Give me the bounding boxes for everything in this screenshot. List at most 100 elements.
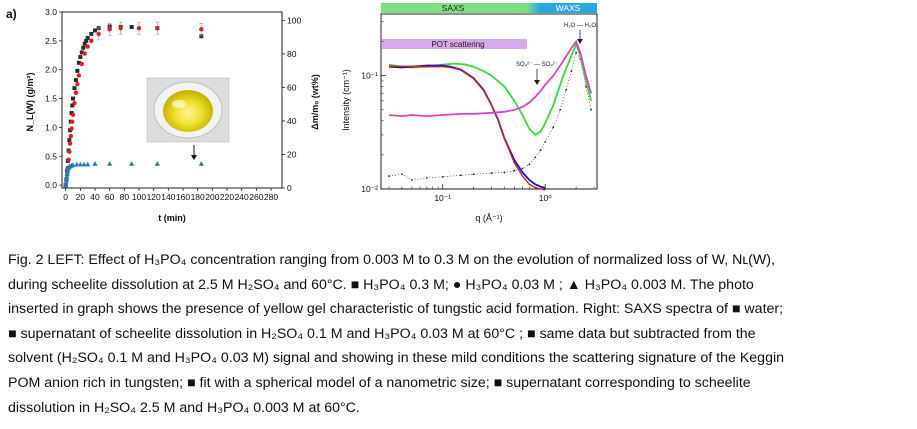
left-y-right-tick-label: 80 <box>287 49 297 59</box>
left-x-tick-label: 20 <box>76 192 86 202</box>
left-y-tick-label: 1.0 <box>45 122 57 132</box>
so4-arrow-head <box>534 80 540 85</box>
point-square <box>84 38 89 43</box>
point-square <box>79 50 84 55</box>
point-triangle <box>64 173 70 179</box>
caption-line-3: inserted in graph shows the presence of … <box>8 301 784 318</box>
point-circle <box>69 126 74 131</box>
point-circle <box>70 119 75 124</box>
series-line-5 <box>389 39 592 118</box>
left-y-tick-label: 2.0 <box>45 65 57 75</box>
left-y-right-tick-label: 20 <box>287 149 297 159</box>
pot-scattering-label: POT scattering <box>431 40 484 49</box>
left-plot: 0 20 40 60 80 100 120 140 160 180 200 220 240 260 280 … <box>25 7 320 223</box>
left-x-tick-label: 0 <box>63 192 68 202</box>
point-square <box>81 45 86 50</box>
water-point <box>441 175 444 178</box>
caption-line-5: solvent (H₂SO₄ 0.1 M and H₃PO₄ 0.03 M) s… <box>8 350 785 367</box>
point-square <box>82 41 87 46</box>
point-square <box>93 28 97 33</box>
saxs-band-label: SAXS <box>442 3 465 13</box>
left-x-tick-label: 240 <box>235 192 249 202</box>
point-square <box>73 78 78 83</box>
right-plot: SAXS WAXS POT scattering SO₄²⁻ — SO₄²⁻ H… <box>341 3 598 223</box>
left-x-tick-label: 260 <box>249 192 263 202</box>
point-square <box>75 68 80 73</box>
left-y-right-tick-label: 100 <box>287 15 301 25</box>
left-x-tick-label: 140 <box>161 192 175 202</box>
point-circle <box>82 51 87 56</box>
point-square <box>72 86 77 91</box>
left-x-tick-label: 180 <box>191 192 205 202</box>
left-plot-frame <box>61 11 283 189</box>
point-triangle <box>154 161 160 166</box>
panel-label: a) <box>6 7 17 21</box>
point-square <box>71 96 75 101</box>
point-square <box>68 128 73 133</box>
point-square <box>69 110 74 115</box>
point-triangle <box>77 161 83 167</box>
figure-canvas: a) 0 20 40 60 80 100 120 140 160 180 200 220 240 260 2… <box>6 3 598 223</box>
left-y-tick-label: 2.5 <box>45 36 57 46</box>
point-triangle <box>81 161 87 167</box>
left-x-tick-label: 80 <box>120 192 130 202</box>
annotation-arrow-head <box>191 155 197 161</box>
point-circle <box>67 149 72 154</box>
water-point <box>552 126 555 129</box>
inset-photo <box>146 77 230 143</box>
left-x-tick-label: 120 <box>147 192 161 202</box>
left-x-tick-label: 200 <box>205 192 219 202</box>
waxs-band-label: WAXS <box>556 3 581 13</box>
point-triangle <box>63 182 69 188</box>
water-point <box>490 172 493 175</box>
caption-line-2: during scheelite dissolution at 2.5 M H₂… <box>8 276 754 293</box>
point-circle <box>76 73 82 78</box>
left-y-tick-label: 1.5 <box>45 94 57 104</box>
point-triangle <box>85 161 91 167</box>
point-circle <box>136 25 142 31</box>
point-circle <box>66 157 71 162</box>
point-circle <box>155 25 160 31</box>
point-triangle <box>63 179 69 185</box>
water-point <box>472 173 475 176</box>
point-circle <box>118 25 123 31</box>
point-square <box>129 25 134 30</box>
saxs-band <box>381 3 526 13</box>
water-point <box>570 70 573 72</box>
left-x-axis-label: t (min) <box>158 213 186 223</box>
right-y-tick-label: 10⁻¹ <box>361 71 378 81</box>
point-circle <box>96 31 101 37</box>
point-circle <box>107 27 112 32</box>
pot-scattering-band <box>382 39 527 49</box>
point-triangle <box>74 161 80 167</box>
left-x-tick-label: 40 <box>90 192 100 202</box>
right-x-tick-label: 10⁰ <box>539 193 552 203</box>
point-triangle <box>64 170 70 176</box>
point-square <box>89 31 94 36</box>
point-square <box>70 103 75 108</box>
right-y-tick-label: 10⁻² <box>361 184 378 194</box>
point-triangle <box>129 161 135 166</box>
left-x-tick-label: 100 <box>132 192 146 202</box>
caption-line-1: Fig. 2 LEFT: Effect of H₃PO₄ concentrati… <box>8 252 775 268</box>
point-circle <box>70 112 76 117</box>
series-line-2 <box>388 41 592 137</box>
point-circle <box>72 100 77 106</box>
right-plot-frame <box>380 13 598 190</box>
caption-line-7: dissolution in H₂SO₄ 2.5 M and H₃PO₄ 0.0… <box>8 399 360 416</box>
left-x-tick-label: 160 <box>176 192 190 202</box>
water-point <box>513 169 516 172</box>
water-point <box>590 108 592 111</box>
point-square <box>199 34 204 39</box>
point-triangle <box>92 161 98 166</box>
water-point <box>459 174 462 177</box>
point-square <box>85 35 90 40</box>
point-circle <box>85 44 90 49</box>
left-y-right-tick-label: 40 <box>287 116 297 126</box>
left-y-tick-label: 3.0 <box>45 7 57 17</box>
right-y-axis-label: Intensity (cm⁻¹) <box>341 69 351 131</box>
left-x-tick-label: 220 <box>220 192 234 202</box>
saxs-waxs-transition <box>526 3 540 13</box>
left-x-tick-label: 60 <box>105 192 115 202</box>
series-line-3 <box>389 64 546 189</box>
